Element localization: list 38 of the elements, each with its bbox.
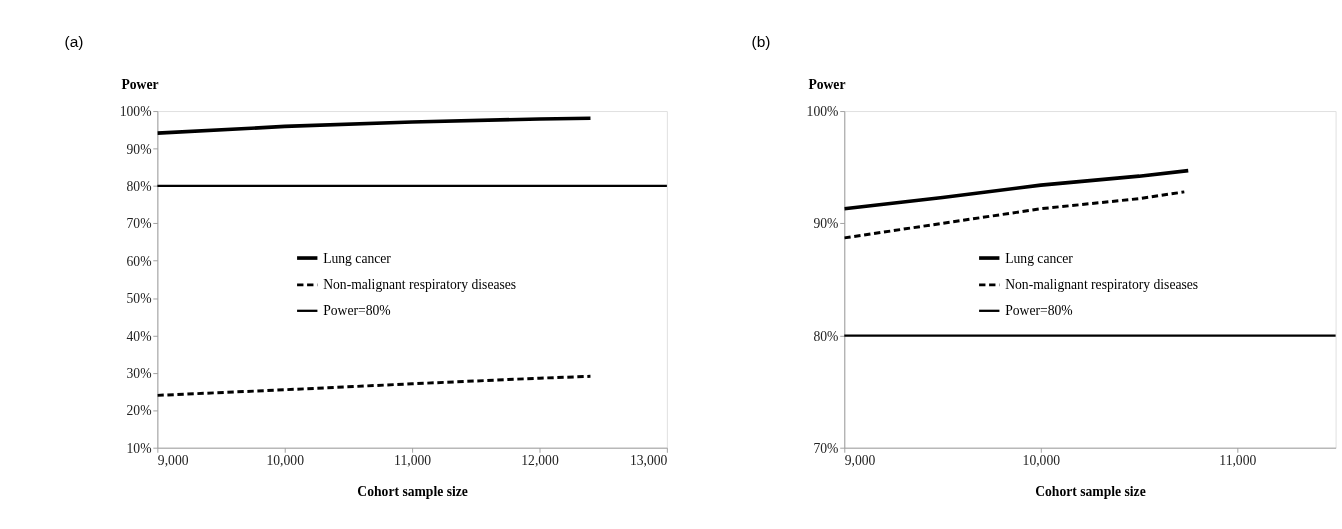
y-tick-label: 10% <box>126 440 152 456</box>
y-tick-label: 20% <box>126 403 152 419</box>
x-tick-label: 11,000 <box>394 453 432 469</box>
legend-label: Power=80% <box>1005 303 1073 319</box>
y-tick-label: 70% <box>126 216 152 232</box>
y-axis-title: Power <box>121 76 159 92</box>
y-tick-label: 100% <box>119 104 152 120</box>
line-series <box>844 168 1191 211</box>
y-tick-label: 50% <box>126 291 152 307</box>
x-tick-label: 9,000 <box>157 453 189 469</box>
line-series <box>157 116 593 135</box>
y-tick-label: 100% <box>806 104 839 120</box>
legend-label: Lung cancer <box>1005 250 1074 266</box>
y-tick-label: 90% <box>813 216 839 232</box>
line-series <box>157 374 592 397</box>
x-tick-label: 9,000 <box>844 453 876 469</box>
legend-label: Non-malignant respiratory diseases <box>1005 277 1199 293</box>
y-tick-label: 80% <box>813 328 839 344</box>
y-axis-title: Power <box>808 76 846 92</box>
y-tick-label: 40% <box>126 328 152 344</box>
chart-title: (b) <box>751 32 771 50</box>
x-axis-title: Cohort sample size <box>357 483 468 499</box>
legend-label: Non-malignant respiratory diseases <box>323 277 517 293</box>
x-tick-label: 10,000 <box>266 453 305 469</box>
y-tick-label: 60% <box>126 253 152 269</box>
x-tick-label: 11,000 <box>1219 453 1257 469</box>
x-tick-label: 12,000 <box>521 453 559 469</box>
line-series <box>844 190 1186 240</box>
legend-label: Lung cancer <box>323 250 392 266</box>
x-axis-title: Cohort sample size <box>1035 483 1146 499</box>
legend-label: Power=80% <box>323 303 391 319</box>
y-tick-label: 80% <box>126 178 152 194</box>
y-tick-label: 90% <box>126 141 152 157</box>
y-tick-label: 70% <box>813 440 839 456</box>
x-tick-label: 10,000 <box>1022 453 1061 469</box>
chart-title: (a) <box>64 32 84 50</box>
x-tick-label: 13,000 <box>629 453 668 469</box>
y-tick-label: 30% <box>126 365 152 381</box>
